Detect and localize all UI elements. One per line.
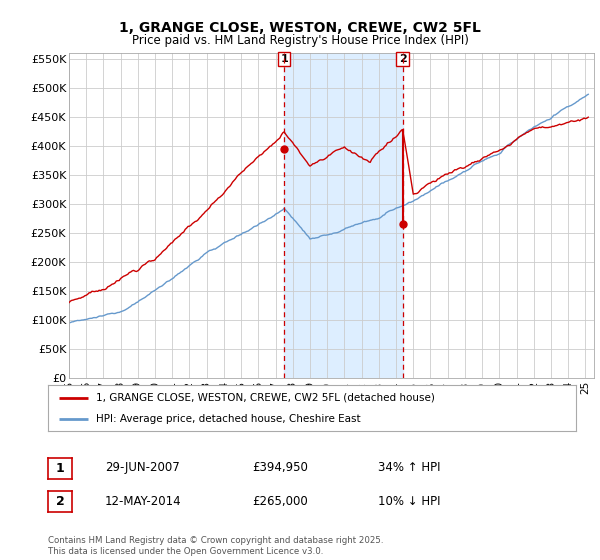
Text: Contains HM Land Registry data © Crown copyright and database right 2025.
This d: Contains HM Land Registry data © Crown c…	[48, 536, 383, 556]
Text: 2: 2	[398, 54, 406, 64]
Text: 10% ↓ HPI: 10% ↓ HPI	[378, 494, 440, 508]
Text: 1, GRANGE CLOSE, WESTON, CREWE, CW2 5FL (detached house): 1, GRANGE CLOSE, WESTON, CREWE, CW2 5FL …	[95, 393, 434, 403]
Text: Price paid vs. HM Land Registry's House Price Index (HPI): Price paid vs. HM Land Registry's House …	[131, 34, 469, 46]
Text: £265,000: £265,000	[252, 494, 308, 508]
Text: 34% ↑ HPI: 34% ↑ HPI	[378, 461, 440, 474]
Bar	[284, 53, 403, 378]
Text: 12-MAY-2014: 12-MAY-2014	[105, 494, 182, 508]
Text: 1: 1	[280, 54, 288, 64]
Text: HPI: Average price, detached house, Cheshire East: HPI: Average price, detached house, Ches…	[95, 414, 360, 424]
Text: 1: 1	[56, 461, 64, 475]
Text: £394,950: £394,950	[252, 461, 308, 474]
Text: 2: 2	[56, 495, 64, 508]
Text: 1, GRANGE CLOSE, WESTON, CREWE, CW2 5FL: 1, GRANGE CLOSE, WESTON, CREWE, CW2 5FL	[119, 21, 481, 35]
Text: 29-JUN-2007: 29-JUN-2007	[105, 461, 180, 474]
